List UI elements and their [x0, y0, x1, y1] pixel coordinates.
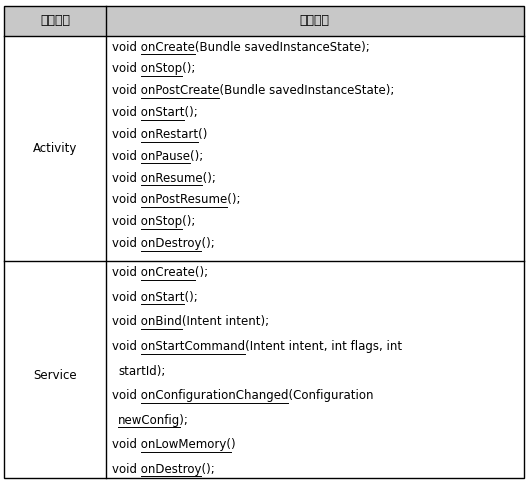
Text: void onStart();: void onStart();	[112, 291, 197, 304]
Text: void onPostResume();: void onPostResume();	[112, 194, 240, 207]
Text: 组件入口: 组件入口	[300, 15, 329, 27]
Text: Activity: Activity	[33, 142, 77, 155]
Text: void onBind(Intent intent);: void onBind(Intent intent);	[112, 316, 269, 328]
Text: void onStartCommand(Intent intent, int flags, int: void onStartCommand(Intent intent, int f…	[112, 340, 402, 353]
Text: void onDestroy();: void onDestroy();	[112, 237, 214, 250]
Bar	[4, 36, 524, 261]
Text: void onResume();: void onResume();	[112, 172, 216, 184]
Bar	[4, 250, 524, 478]
Text: void onStop();: void onStop();	[112, 62, 195, 76]
Text: startId);: startId);	[118, 364, 166, 378]
Text: void onRestart(): void onRestart()	[112, 128, 208, 141]
Text: void onDestroy();: void onDestroy();	[112, 463, 214, 476]
Text: void onConfigurationChanged(Configuration: void onConfigurationChanged(Configuratio…	[112, 389, 373, 402]
Text: newConfig);: newConfig);	[118, 414, 189, 427]
Text: void onPostCreate(Bundle savedInstanceState);: void onPostCreate(Bundle savedInstanceSt…	[112, 84, 394, 97]
Text: void onStop();: void onStop();	[112, 215, 195, 228]
Text: void onStart();: void onStart();	[112, 106, 197, 119]
Bar	[4, 6, 524, 36]
Text: Service: Service	[33, 369, 77, 382]
Text: void onLowMemory(): void onLowMemory()	[112, 438, 235, 451]
Text: void onPause();: void onPause();	[112, 150, 203, 163]
Text: void onCreate();: void onCreate();	[112, 266, 208, 279]
Text: 组件类型: 组件类型	[40, 15, 70, 27]
Text: void onCreate(Bundle savedInstanceState);: void onCreate(Bundle savedInstanceState)…	[112, 41, 370, 54]
